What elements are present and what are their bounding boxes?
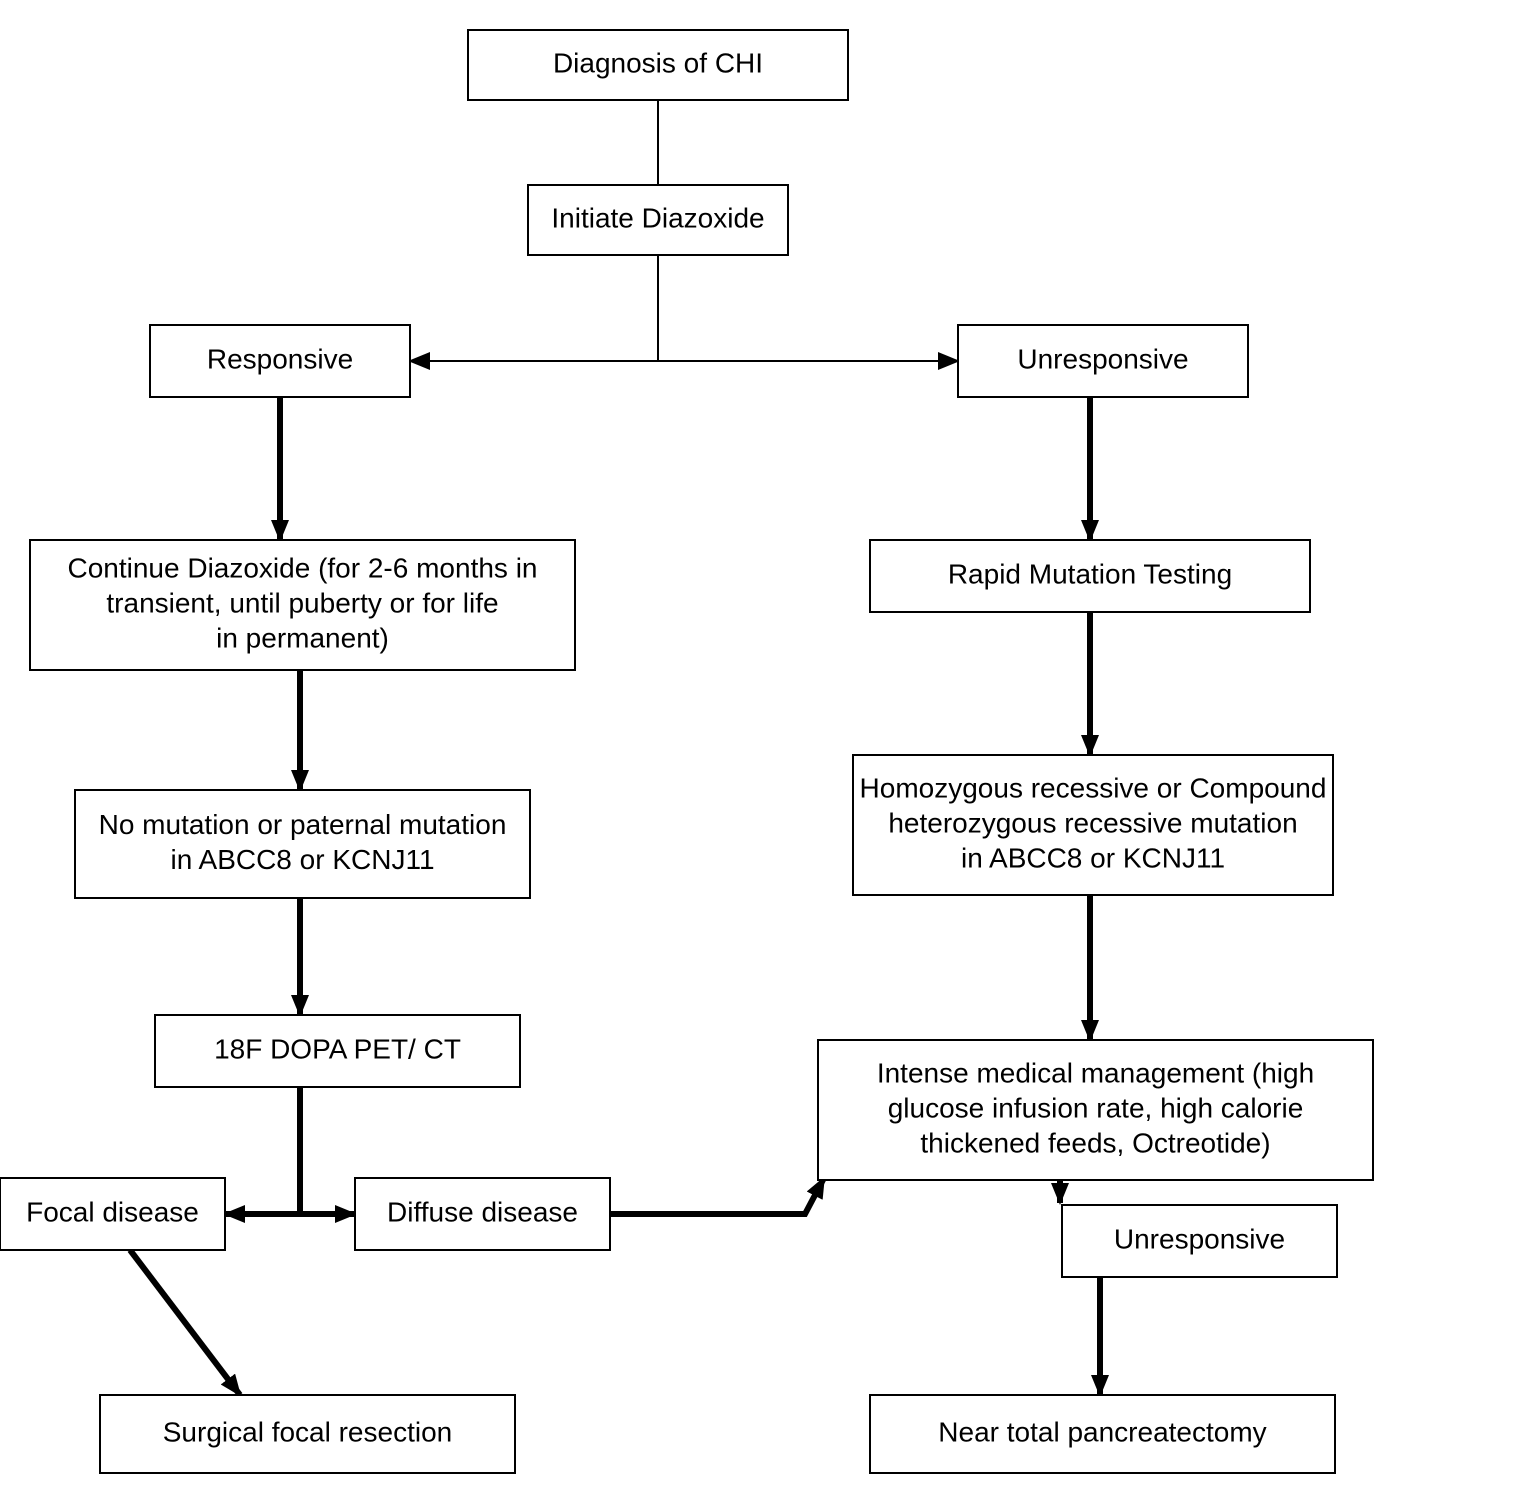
node-label: heterozygous recessive mutation [888,807,1297,838]
node-label: transient, until puberty or for life [106,587,498,618]
node-label: No mutation or paternal mutation [99,809,507,840]
node-label: Responsive [207,343,353,374]
node-initiate: Initiate Diazoxide [528,185,788,255]
node-label: Diffuse disease [387,1196,578,1227]
node-label: Near total pancreatectomy [938,1416,1266,1447]
edge [130,1250,240,1395]
node-continue: Continue Diazoxide (for 2-6 months in tra… [30,540,575,670]
node-label: Diagnosis of CHI [553,47,763,78]
node-label: 18F DOPA PET/ CT [214,1033,461,1064]
node-intense: Intense medical management (high glucose … [818,1040,1373,1180]
node-diffuse: Diffuse disease [355,1178,610,1250]
node-label: in ABCC8 or KCNJ11 [961,842,1225,873]
node-label: Unresponsive [1017,343,1188,374]
node-label: Initiate Diazoxide [551,202,764,233]
node-label: Focal disease [26,1196,199,1227]
node-label: glucose infusion rate, high calorie [888,1092,1304,1123]
node-label: Intense medical management (high [877,1057,1314,1088]
node-label: in permanent) [216,622,389,653]
node-petct: 18F DOPA PET/ CT [155,1015,520,1087]
node-label: thickened feeds, Octreotide) [920,1127,1270,1158]
node-homozygous: Homozygous recessive or Compound heterozy… [853,755,1333,895]
node-unresp2: Unresponsive [1062,1205,1337,1277]
node-responsive: Responsive [150,325,410,397]
edge [610,1178,824,1214]
node-label: Homozygous recessive or Compound [860,772,1327,803]
node-label: in ABCC8 or KCNJ11 [170,844,434,875]
node-label: Surgical focal resection [163,1416,452,1447]
node-nomutation: No mutation or paternal mutation in ABCC8… [75,790,530,898]
edges [130,100,1100,1395]
node-surgical: Surgical focal resection [100,1395,515,1473]
node-unresponsive: Unresponsive [958,325,1248,397]
node-pancreatectomy: Near total pancreatectomy [870,1395,1335,1473]
nodes: Diagnosis of CHI Initiate Diazoxide Respon… [0,30,1373,1473]
node-diagnosis: Diagnosis of CHI [468,30,848,100]
node-label: Rapid Mutation Testing [948,558,1232,589]
node-label: Continue Diazoxide (for 2-6 months in [67,552,537,583]
node-rapid: Rapid Mutation Testing [870,540,1310,612]
node-focal: Focal disease [0,1178,225,1250]
node-label: Unresponsive [1114,1223,1285,1254]
